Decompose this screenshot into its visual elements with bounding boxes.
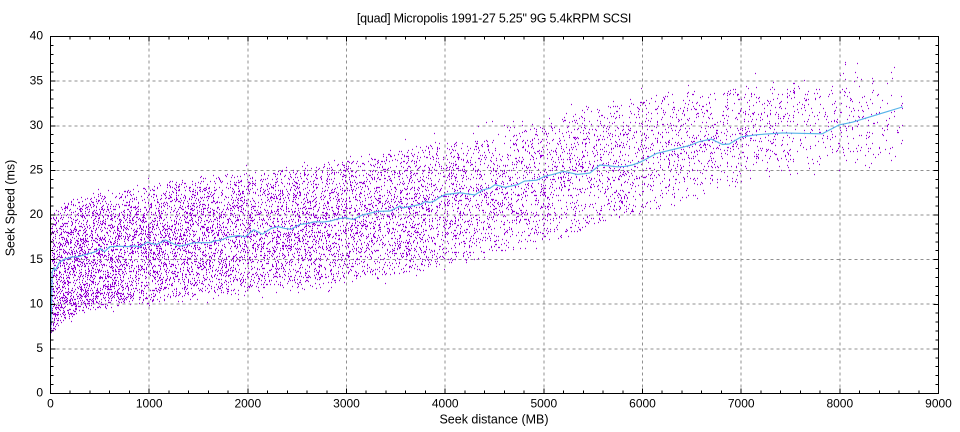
- svg-text:30: 30: [30, 118, 44, 132]
- svg-text:1000: 1000: [136, 397, 163, 411]
- svg-text:20: 20: [30, 207, 44, 221]
- svg-text:35: 35: [30, 73, 44, 87]
- svg-text:0: 0: [36, 386, 43, 400]
- svg-text:3000: 3000: [333, 397, 360, 411]
- svg-text:5: 5: [36, 341, 43, 355]
- svg-text:Seek distance (MB): Seek distance (MB): [439, 413, 548, 427]
- svg-text:4000: 4000: [432, 397, 459, 411]
- svg-text:9000: 9000: [925, 397, 952, 411]
- svg-text:6000: 6000: [629, 397, 656, 411]
- svg-text:[quad] Micropolis 1991-27 5.25: [quad] Micropolis 1991-27 5.25" 9G 5.4kR…: [357, 12, 631, 26]
- svg-text:7000: 7000: [728, 397, 755, 411]
- svg-text:Seek Speed (ms): Seek Speed (ms): [4, 160, 18, 257]
- svg-text:2000: 2000: [234, 397, 261, 411]
- svg-text:5000: 5000: [530, 397, 557, 411]
- svg-text:0: 0: [47, 397, 54, 411]
- svg-text:25: 25: [30, 163, 44, 177]
- svg-text:8000: 8000: [826, 397, 853, 411]
- svg-text:10: 10: [30, 296, 44, 310]
- svg-text:15: 15: [30, 252, 44, 266]
- svg-text:40: 40: [30, 29, 44, 43]
